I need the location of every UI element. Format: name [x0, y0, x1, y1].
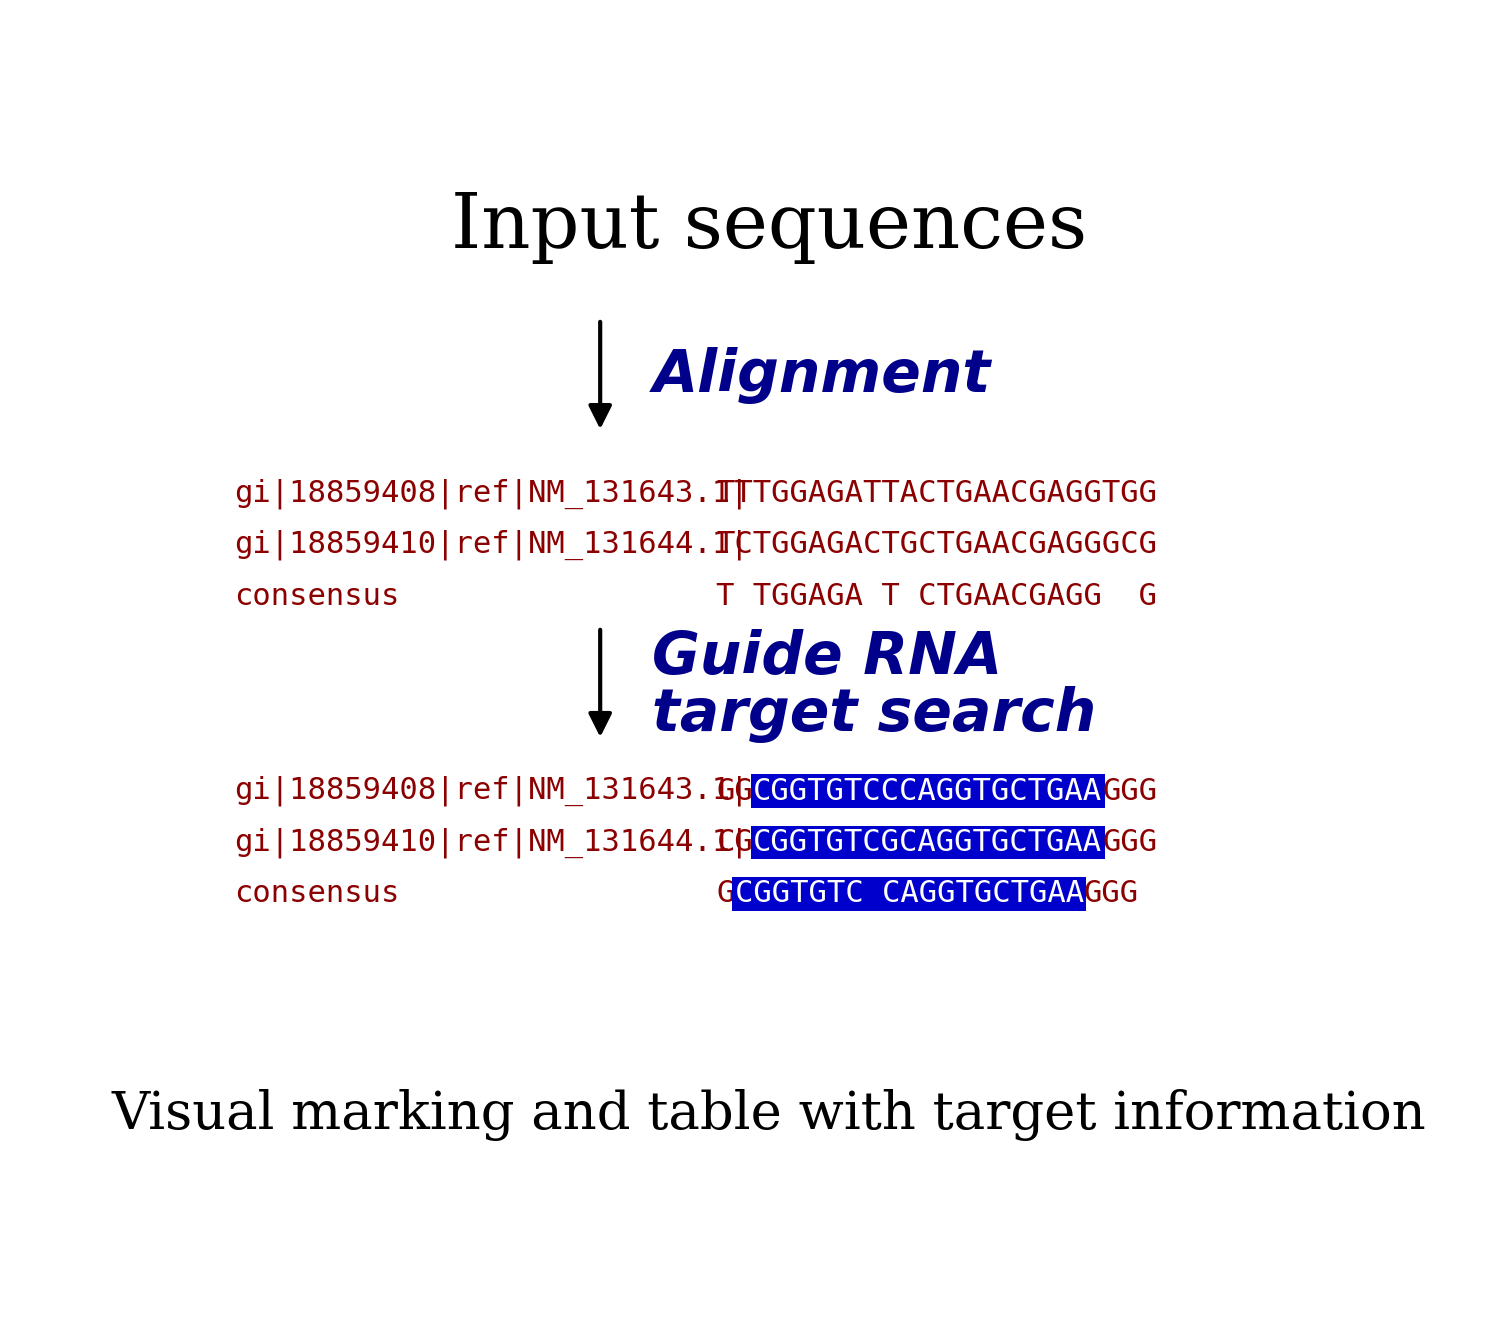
Text: gi|18859408|ref|NM_131643.1|: gi|18859408|ref|NM_131643.1|: [234, 776, 748, 806]
Text: consensus: consensus: [234, 581, 399, 611]
Text: target search: target search: [652, 685, 1096, 742]
Text: TCTGGAGACTGCTGAACGAGGGCG: TCTGGAGACTGCTGAACGAGGGCG: [717, 531, 1158, 560]
Text: gi|18859410|ref|NM_131644.1|: gi|18859410|ref|NM_131644.1|: [234, 529, 748, 560]
Text: G: G: [717, 880, 735, 908]
Text: CGGTGTCGCAGGTGCTGAA: CGGTGTCGCAGGTGCTGAA: [753, 828, 1102, 857]
Text: GGG: GGG: [1102, 828, 1158, 857]
Text: gi|18859410|ref|NM_131644.1|: gi|18859410|ref|NM_131644.1|: [234, 828, 748, 857]
Text: Input sequences: Input sequences: [450, 189, 1088, 264]
Text: CG: CG: [717, 828, 753, 857]
Text: GGG: GGG: [1084, 880, 1138, 908]
Text: gi|18859408|ref|NM_131643.1|: gi|18859408|ref|NM_131643.1|: [234, 479, 748, 509]
Text: Alignment: Alignment: [652, 347, 990, 404]
Text: Guide RNA: Guide RNA: [652, 629, 1002, 686]
Text: GG: GG: [717, 777, 753, 805]
Text: consensus: consensus: [234, 880, 399, 908]
Text: TTTGGAGATTACTGAACGAGGTGG: TTTGGAGATTACTGAACGAGGTGG: [717, 479, 1158, 508]
Text: CGGTGTCCCAGGTGCTGAA: CGGTGTCCCAGGTGCTGAA: [753, 777, 1102, 805]
Text: Visual marking and table with target information: Visual marking and table with target inf…: [111, 1089, 1426, 1141]
Text: T TGGAGA T CTGAACGAGG  G: T TGGAGA T CTGAACGAGG G: [717, 581, 1158, 611]
Text: GGG: GGG: [1102, 777, 1158, 805]
Text: CGGTGTC CAGGTGCTGAA: CGGTGTC CAGGTGCTGAA: [735, 880, 1084, 908]
